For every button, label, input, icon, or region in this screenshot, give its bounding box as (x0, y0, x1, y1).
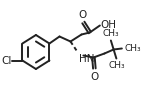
Text: Cl: Cl (1, 56, 11, 66)
Text: CH₃: CH₃ (109, 61, 126, 69)
Text: OH: OH (101, 20, 117, 30)
Text: HN: HN (79, 53, 94, 64)
Text: CH₃: CH₃ (125, 44, 141, 53)
Text: CH₃: CH₃ (103, 30, 119, 38)
Text: O: O (90, 72, 99, 82)
Text: O: O (78, 9, 87, 20)
